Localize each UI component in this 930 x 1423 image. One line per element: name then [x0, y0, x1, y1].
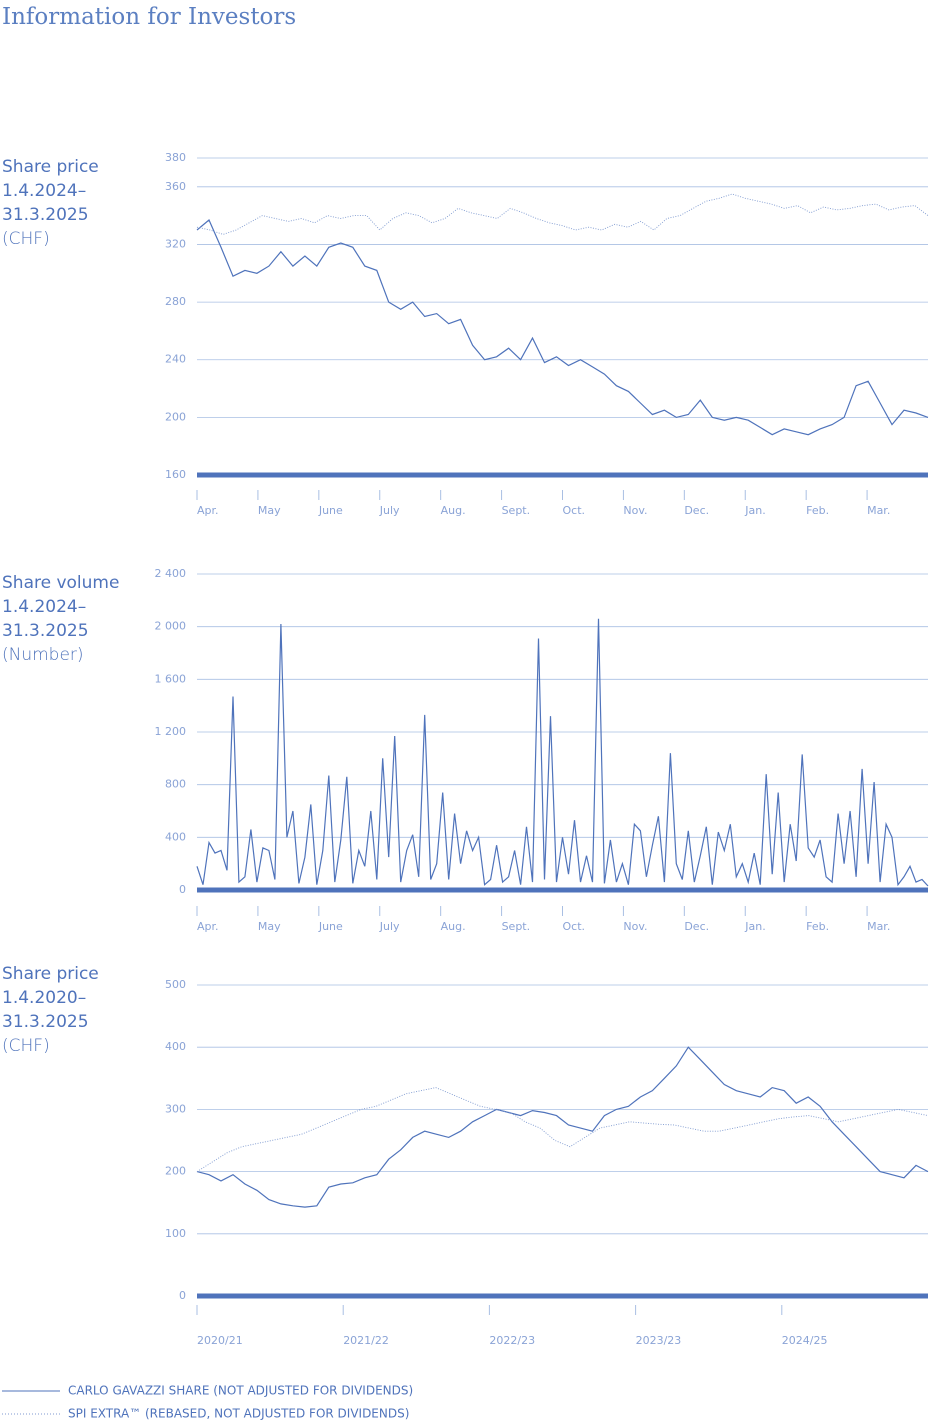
y-tick-label: 240	[165, 353, 186, 366]
x-tick-label: Oct.	[563, 504, 586, 517]
x-tick-label: Apr.	[197, 920, 219, 933]
x-tick-label: Apr.	[197, 504, 219, 517]
x-tick-label: Jan.	[744, 504, 765, 517]
x-tick-label: 2024/25	[782, 1334, 828, 1347]
chart-title: Share price	[2, 964, 99, 984]
chart-period: 31.3.2025	[2, 621, 89, 641]
y-tick-label: 400	[165, 1040, 186, 1053]
chart-title: Share price	[2, 157, 99, 177]
x-tick-label: Feb.	[806, 920, 829, 933]
x-tick-label: Jan.	[744, 920, 765, 933]
x-tick-label: June	[318, 504, 343, 517]
x-tick-label: May	[258, 920, 281, 933]
y-tick-label: 100	[165, 1227, 186, 1240]
page-title: Information for Investors	[2, 4, 296, 30]
series-line	[196, 618, 929, 887]
y-tick-label: 0	[179, 883, 186, 896]
chart-period: 31.3.2025	[2, 1012, 89, 1032]
y-tick-label: 400	[165, 830, 186, 843]
y-tick-label: 500	[165, 978, 186, 991]
y-tick-label: 360	[165, 180, 186, 193]
y-tick-label: 200	[165, 1165, 186, 1178]
x-tick-label: Oct.	[563, 920, 586, 933]
y-tick-label: 160	[165, 468, 186, 481]
x-tick-label: July	[379, 504, 400, 517]
chart-period: 1.4.2024–	[2, 597, 86, 617]
chart-period: 1.4.2024–	[2, 181, 86, 201]
x-tick-label: Mar.	[867, 504, 890, 517]
x-tick-label: Dec.	[684, 920, 709, 933]
x-tick-label: Aug.	[441, 920, 466, 933]
x-tick-label: Dec.	[684, 504, 709, 517]
y-tick-label: 800	[165, 778, 186, 791]
chart-period: 1.4.2020–	[2, 988, 86, 1008]
x-tick-label: Sept.	[502, 920, 531, 933]
x-tick-label: 2020/21	[197, 1334, 243, 1347]
y-tick-label: 200	[165, 410, 186, 423]
series-line	[196, 1046, 929, 1208]
series-line	[196, 1087, 929, 1172]
x-tick-label: Nov.	[623, 920, 647, 933]
y-tick-label: 2 000	[155, 620, 187, 633]
x-tick-label: 2023/23	[636, 1334, 682, 1347]
x-tick-label: Aug.	[441, 504, 466, 517]
x-tick-label: 2021/22	[343, 1334, 389, 1347]
legend-label: CARLO GAVAZZI SHARE (NOT ADJUSTED FOR DI…	[68, 1384, 413, 1398]
x-tick-label: Feb.	[806, 504, 829, 517]
chart-title: Share volume	[2, 573, 119, 593]
y-tick-label: 2 400	[155, 567, 187, 580]
x-tick-label: Sept.	[502, 504, 531, 517]
x-tick-label: Mar.	[867, 920, 890, 933]
y-tick-label: 300	[165, 1102, 186, 1115]
y-tick-label: 320	[165, 237, 186, 250]
y-tick-label: 1 600	[155, 672, 187, 685]
legend-label: SPI EXTRA™ (REBASED, NOT ADJUSTED FOR DI…	[68, 1407, 409, 1421]
y-tick-label: 1 200	[155, 725, 187, 738]
x-tick-label: 2022/23	[489, 1334, 535, 1347]
y-tick-label: 0	[179, 1289, 186, 1302]
x-tick-label: Nov.	[623, 504, 647, 517]
series-line	[196, 193, 929, 235]
chart-period: 31.3.2025	[2, 205, 89, 225]
chart-unit: (CHF)	[2, 229, 50, 249]
x-tick-label: May	[258, 504, 281, 517]
y-tick-label: 380	[165, 151, 186, 164]
x-tick-label: July	[379, 920, 400, 933]
x-tick-label: June	[318, 920, 343, 933]
chart-unit: (Number)	[2, 645, 84, 665]
y-tick-label: 280	[165, 295, 186, 308]
chart-unit: (CHF)	[2, 1036, 50, 1056]
series-line	[196, 219, 929, 436]
